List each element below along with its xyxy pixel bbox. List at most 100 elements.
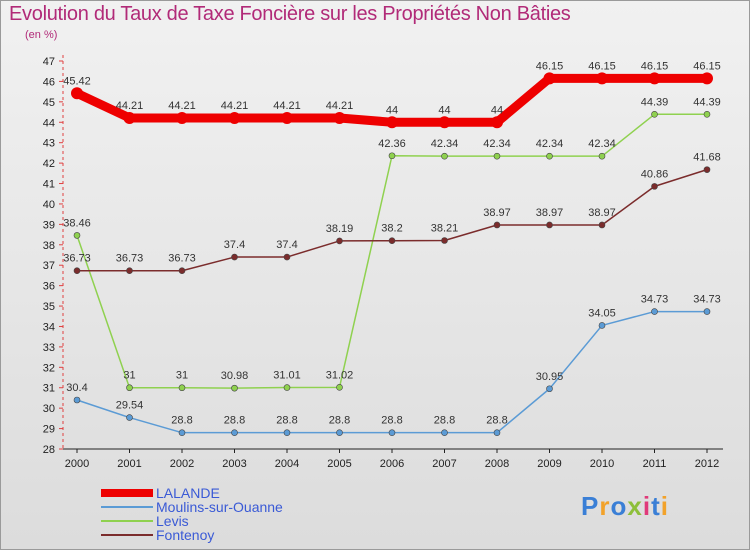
data-label: 44.39 [693, 96, 721, 108]
legend-label: Fontenoy [156, 527, 214, 543]
data-point [493, 221, 501, 229]
data-label: 30.4 [66, 382, 87, 394]
data-label: 42.34 [588, 138, 616, 150]
data-label: 38.21 [431, 223, 459, 235]
data-label: 44 [386, 104, 398, 116]
data-point [71, 87, 83, 100]
y-tick-label: 28 [43, 444, 55, 456]
data-label: 37.4 [276, 239, 297, 251]
data-label: 38.97 [588, 207, 616, 219]
y-tick-label: 40 [43, 199, 55, 211]
y-tick-label: 31 [43, 383, 55, 395]
data-point [176, 111, 188, 124]
data-point [231, 253, 238, 261]
y-tick-label: 29 [43, 424, 55, 436]
chart-title: Evolution du Taux de Taxe Foncière sur l… [9, 3, 571, 25]
data-label: 44.21 [168, 100, 196, 112]
data-label: 31.02 [326, 369, 354, 381]
data-point [283, 429, 291, 436]
data-point [438, 116, 451, 129]
data-point [336, 237, 343, 245]
data-label: 44.21 [326, 100, 354, 112]
data-label: 30.98 [221, 370, 249, 382]
y-tick-label: 38 [43, 240, 55, 252]
x-tick-label: 2003 [222, 458, 246, 470]
proxiti-logo: Proxiti [581, 491, 669, 522]
y-tick-label: 37 [43, 260, 55, 272]
data-point [388, 429, 396, 436]
data-point [546, 152, 553, 160]
data-label: 36.73 [168, 253, 196, 265]
data-point [546, 385, 553, 393]
data-point [281, 111, 293, 124]
data-label: 41.68 [693, 152, 721, 164]
y-tick-label: 47 [43, 56, 55, 68]
data-label: 44.21 [273, 100, 301, 112]
data-point [231, 429, 238, 436]
data-label: 46.15 [536, 60, 564, 72]
data-point [73, 232, 81, 239]
data-point [283, 253, 291, 261]
data-point [228, 111, 241, 124]
data-label: 31.01 [273, 370, 301, 382]
data-point [701, 72, 713, 85]
chart-axes: 28 29 30 31 32 33 34 35 36 37 38 39 40 41 42 43 44 45 46 47… [43, 55, 723, 470]
data-label: 44.21 [116, 100, 144, 112]
data-label: 28.8 [224, 415, 245, 427]
data-point [648, 72, 661, 85]
data-point [596, 72, 608, 85]
data-label: 28.8 [171, 415, 192, 427]
data-label: 28.8 [276, 415, 297, 427]
data-point [441, 429, 448, 436]
data-label: 30.95 [536, 371, 564, 383]
data-label: 44.39 [641, 96, 669, 108]
y-tick-label: 32 [43, 362, 55, 374]
data-point [491, 116, 503, 129]
y-tick-label: 39 [43, 219, 55, 231]
data-point [493, 152, 501, 160]
data-point [73, 267, 81, 275]
y-tick-label: 44 [43, 117, 55, 129]
data-label: 36.73 [116, 253, 144, 265]
y-tick-label: 35 [43, 301, 55, 313]
x-tick-label: 2006 [380, 458, 404, 470]
data-label: 44 [491, 104, 503, 116]
y-tick-label: 33 [43, 342, 55, 354]
data-label: 37.4 [224, 239, 245, 251]
x-tick-label: 2009 [537, 458, 561, 470]
data-label: 44 [438, 104, 450, 116]
data-label: 34.73 [641, 294, 669, 306]
x-tick-label: 2005 [327, 458, 351, 470]
data-label: 38.97 [483, 207, 511, 219]
series-layer [71, 72, 713, 436]
data-point [388, 237, 396, 245]
data-label: 46.15 [693, 60, 721, 72]
data-point [546, 221, 553, 229]
data-label: 38.19 [326, 223, 354, 235]
data-label: 31 [123, 370, 135, 382]
legend-label: Moulins-sur-Ouanne [156, 499, 283, 515]
data-point [598, 221, 606, 229]
data-label: 29.54 [116, 400, 144, 412]
y-tick-label: 41 [43, 179, 55, 191]
y-tick-label: 42 [43, 158, 55, 170]
y-tick-label: 43 [43, 138, 55, 150]
legend-label: LALANDE [156, 485, 220, 501]
data-point [441, 152, 448, 160]
data-point [386, 116, 398, 129]
chart-unit: (en %) [25, 29, 58, 41]
data-label: 38.2 [381, 223, 402, 235]
data-point [231, 384, 238, 392]
data-point [73, 396, 81, 404]
data-point [333, 111, 346, 124]
data-point [598, 322, 606, 329]
data-point [126, 384, 133, 392]
data-label: 38.97 [536, 207, 564, 219]
logo-letter: i [642, 491, 652, 521]
data-label: 42.34 [483, 138, 511, 150]
data-label: 42.34 [431, 138, 459, 150]
logo-letter: i [660, 491, 669, 521]
